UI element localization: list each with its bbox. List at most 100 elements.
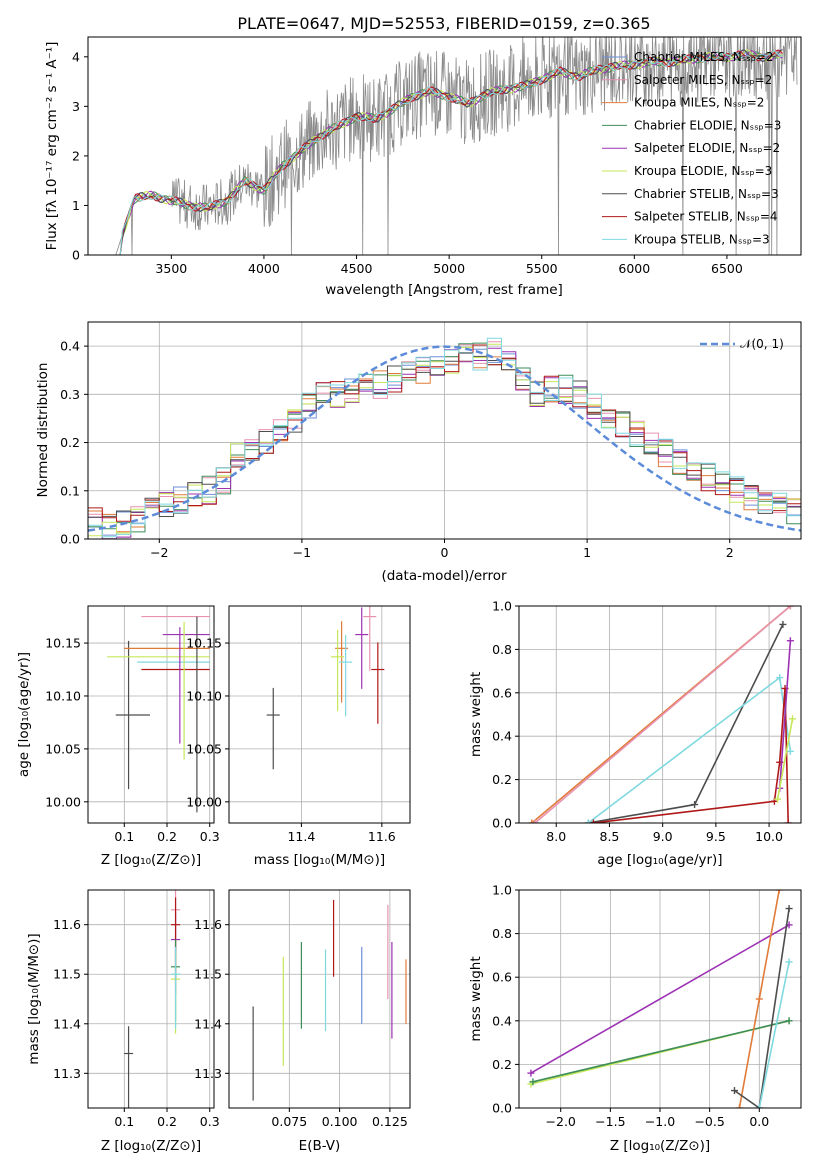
x-axis-label: age [log₁₀(age/yr)] (597, 852, 722, 868)
y-tick-label: 11.4 (194, 1016, 222, 1031)
y-tick-label: 2 (72, 148, 80, 163)
y-tick-label: 11.6 (53, 917, 81, 932)
x-tick-label: 0.075 (271, 1114, 307, 1129)
x-tick-label: 9.0 (653, 829, 673, 844)
y-tick-label: 11.6 (194, 917, 222, 932)
y-tick-label: 10.15 (186, 636, 222, 651)
x-tick-label: 1 (583, 545, 591, 560)
series-line (778, 640, 792, 789)
x-tick-label: 11.4 (287, 829, 315, 844)
legend-label: Chabrier STELIB, Nₛₛₚ=3 (634, 187, 779, 201)
y-tick-label: 11.4 (53, 1016, 81, 1031)
x-tick-label: 0.1 (114, 829, 134, 844)
y-axis-label: mass [log₁₀(M/M⊙)] (26, 933, 42, 1064)
series-line (530, 924, 790, 1074)
data-layer (527, 890, 793, 1108)
age-vs-mass-panel: 11.4 11.6 10.00 10.05 10.10 10.15 mass [log₁₀(… (186, 605, 411, 868)
y-tick-label: 1.0 (492, 599, 512, 614)
y-tick-label: 0.2 (492, 1057, 512, 1072)
axes-frame (228, 605, 411, 824)
y-tick-label: 11.5 (53, 967, 81, 982)
histogram-step-line (88, 337, 801, 538)
mass-weight-vs-Z-panel: −2.0 −1.5 −1.0 −0.5 0.0 0.0 0.2 0.4 0.6 0.8 1.0 Z [… (468, 883, 802, 1154)
gaussian-legend-label: 𝒩(0, 1) (740, 337, 784, 351)
model-fit-line (115, 49, 783, 256)
gaussian-curve (87, 345, 802, 532)
y-tick-label: 10.00 (45, 794, 81, 809)
spectrum-xlabel: wavelength [Angstrom, rest frame] (325, 282, 563, 298)
data-layer (124, 890, 181, 1108)
series-line (588, 624, 784, 823)
y-tick-label: 0.0 (492, 1101, 512, 1116)
legend-label: Chabrier ELODIE, Nₛₛₚ=3 (634, 118, 781, 132)
y-tick-label: 10.05 (186, 741, 222, 756)
x-tick-label: −1 (293, 545, 311, 560)
series-line (532, 1020, 790, 1083)
mass-vs-Z-panel: 0.1 0.2 0.3 11.3 11.4 11.5 11.6 Z [log₁₀(Z/Z⊙)]… (26, 889, 220, 1154)
legend-label: Chabrier MILES, Nₛₛₚ=2 (634, 50, 774, 64)
legend-label: Kroupa STELIB, Nₛₛₚ=3 (634, 232, 770, 246)
axes-frame (228, 889, 411, 1109)
y-tick-label: 0.2 (492, 772, 512, 787)
y-tick-label: 10.00 (186, 794, 222, 809)
spectrum-panel: PLATE=0647, MJD=52553, FIBERID=0159, z=0… (44, 14, 802, 298)
legend-label: Kroupa MILES, Nₛₛₚ=2 (634, 96, 764, 110)
x-tick-label: 8.5 (600, 829, 620, 844)
x-tick-label: 8.0 (546, 829, 566, 844)
observed-spectrum-line (115, 35, 798, 256)
y-tick-label: 0.4 (492, 729, 512, 744)
y-tick-label: 11.5 (194, 967, 222, 982)
x-tick-label: 0 (441, 545, 449, 560)
x-tick-label: −2.0 (546, 1114, 576, 1129)
x-tick-label: 0.3 (200, 1114, 220, 1129)
series-line (758, 961, 790, 1108)
x-tick-label: 0.1 (114, 1114, 134, 1129)
data-layer (107, 615, 210, 813)
y-tick-label: 11.3 (53, 1066, 81, 1081)
mass-vs-EBV-panel: 0.075 0.100 0.125 11.3 11.4 11.5 11.6 E(B-V) (194, 889, 411, 1154)
y-tick-label: 0.4 (60, 339, 80, 354)
y-tick-label: 10.15 (45, 636, 81, 651)
y-tick-label: 1.0 (492, 883, 512, 898)
x-axis-label: mass [log₁₀(M/M⊙)] (254, 852, 385, 868)
y-tick-label: 0.0 (60, 532, 80, 547)
y-tick-label: 3 (72, 99, 80, 114)
legend-label: Salpeter STELIB, Nₛₛₚ=4 (634, 210, 778, 224)
axes-frame (518, 605, 802, 824)
x-tick-label: 11.6 (368, 829, 396, 844)
x-tick-label: −2 (150, 545, 168, 560)
x-tick-label: 6500 (711, 261, 743, 276)
x-tick-label: −1.5 (595, 1114, 625, 1129)
x-axis-label: Z [log₁₀(Z/Z⊙)] (101, 852, 201, 868)
x-axis-label: E(B-V) (299, 1138, 341, 1154)
x-tick-label: −0.5 (694, 1114, 724, 1129)
x-tick-label: 6000 (618, 261, 650, 276)
y-tick-label: 0.4 (492, 1013, 512, 1028)
residual-ylabel: Normed distribution (35, 363, 51, 498)
x-tick-label: 5000 (433, 261, 465, 276)
legend-label: Salpeter MILES, Nₛₛₚ=2 (634, 73, 772, 87)
x-tick-label: 10.0 (755, 829, 783, 844)
y-tick-label: 0.6 (492, 685, 512, 700)
x-tick-label: 2 (726, 545, 734, 560)
series-line (534, 606, 791, 823)
series-line (734, 908, 790, 1108)
x-axis-label: Z [log₁₀(Z/Z⊙)] (610, 1138, 710, 1154)
x-tick-label: 0.0 (749, 1114, 769, 1129)
y-tick-label: 10.10 (45, 688, 81, 703)
y-tick-label: 1 (72, 198, 80, 213)
y-tick-label: 0 (72, 248, 80, 263)
y-tick-label: 0.3 (60, 387, 80, 402)
x-tick-label: 4500 (341, 261, 373, 276)
model-fit-line (115, 50, 783, 256)
y-tick-label: 0.6 (492, 970, 512, 985)
legend-label: Kroupa ELODIE, Nₛₛₚ=3 (634, 164, 772, 178)
y-tick-label: 0.8 (492, 642, 512, 657)
x-tick-label: 3500 (155, 261, 187, 276)
series-line (776, 718, 794, 800)
y-axis-label: age [log₁₀(age/yr)] (16, 652, 32, 777)
y-tick-label: 0.0 (492, 816, 512, 831)
figure-title: PLATE=0647, MJD=52553, FIBERID=0159, z=0… (237, 14, 650, 33)
y-tick-label: 10.05 (45, 741, 81, 756)
x-tick-label: 5500 (526, 261, 558, 276)
